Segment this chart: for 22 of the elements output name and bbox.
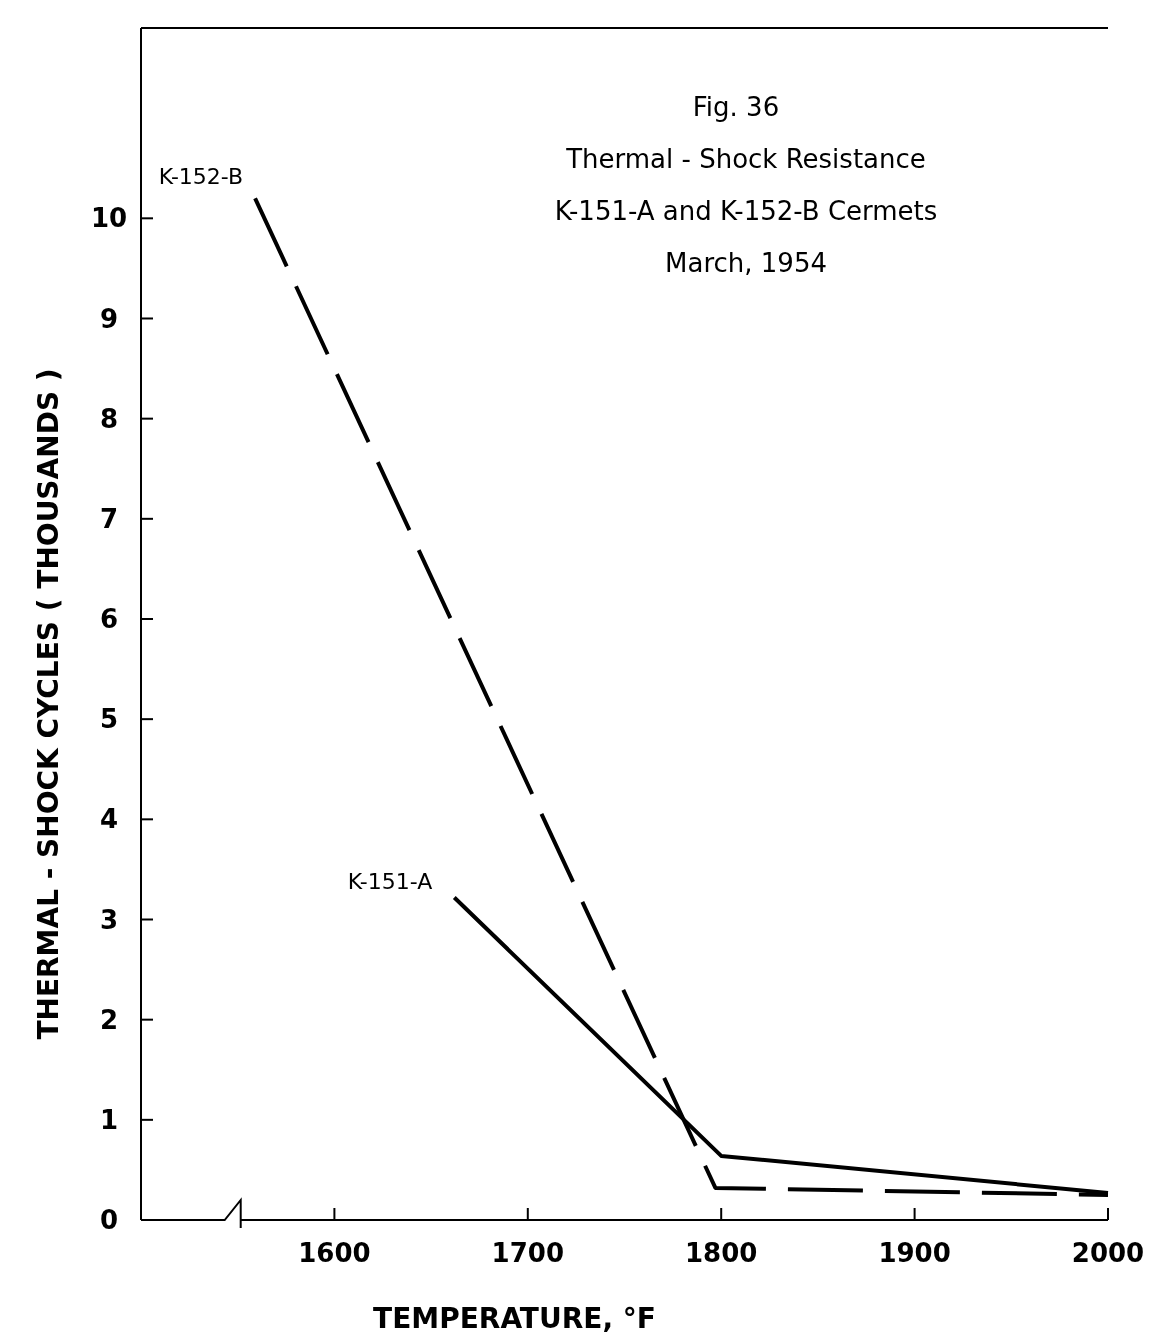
y-tick-label: 8 [99, 403, 119, 434]
y-tick-label: 7 [99, 503, 119, 534]
y-tick-label: 2 [99, 1004, 119, 1035]
y-tick-label: 4 [99, 804, 119, 835]
series-label: K-152-B [158, 164, 244, 190]
y-tick-label: 6 [99, 604, 119, 635]
y-tick-label: 5 [99, 704, 119, 735]
y-axis-title: THERMAL - SHOCK CYCLES ( THOUSANDS ) [32, 368, 65, 1040]
x-tick-label: 1700 [491, 1238, 564, 1268]
x-tick-label: 1800 [685, 1238, 758, 1268]
text: Fig. 36 [692, 92, 780, 122]
series-label: K-151-A [347, 869, 433, 895]
y-tick-label: 3 [99, 904, 119, 935]
text: Thermal - Shock Resistance K-151-A and K-152-B Cermets March, 1954 [554, 144, 938, 278]
y-tick-label: 10 [90, 203, 128, 234]
x-tick-label: 1600 [298, 1238, 371, 1268]
x-tick-label: 1900 [878, 1238, 951, 1268]
x-axis-title: TEMPERATURE, °F [373, 1302, 656, 1335]
x-tick-label: 2000 [1071, 1238, 1145, 1268]
y-tick-label: 1 [99, 1104, 119, 1135]
y-tick-label: 9 [99, 303, 119, 334]
y-tick-label: 0 [99, 1205, 119, 1236]
